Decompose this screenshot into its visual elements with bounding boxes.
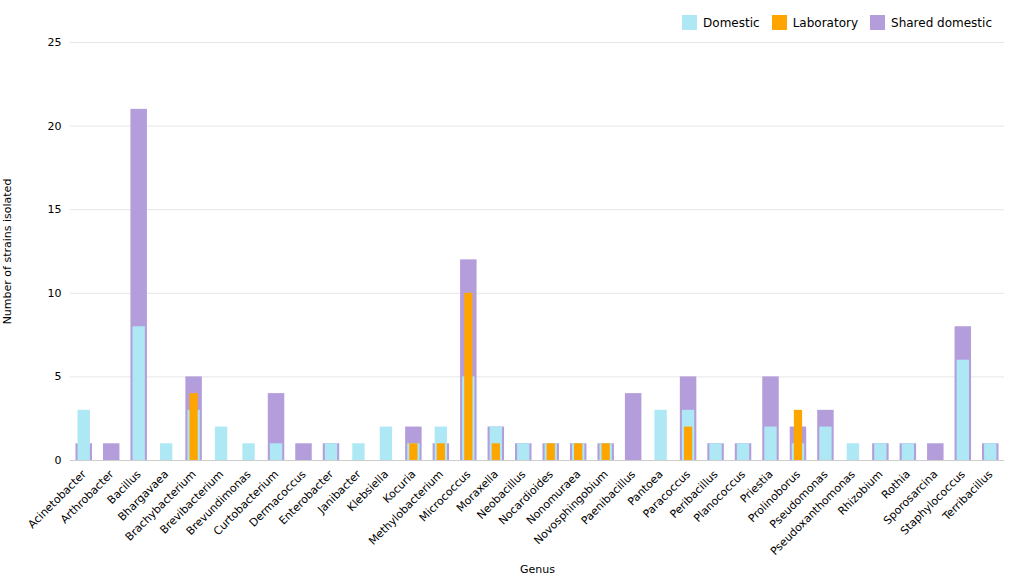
svg-text:Brevibacterium: Brevibacterium <box>157 467 227 537</box>
svg-text:Peribacillus: Peribacillus <box>667 467 721 521</box>
svg-text:Staphylococcus: Staphylococcus <box>898 467 968 538</box>
svg-text:Sporosarcina: Sporosarcina <box>880 467 941 528</box>
svg-text:10: 10 <box>48 287 62 300</box>
svg-text:Kocuria: Kocuria <box>380 467 419 506</box>
html-text:Domestic: Domestic <box>703 15 760 30</box>
svg-text:Novosphingobium: Novosphingobium <box>531 467 611 548</box>
svg-text:0: 0 <box>55 454 62 467</box>
svg-text:Arthrobacter: Arthrobacter <box>57 467 117 527</box>
svg-text:Genus: Genus <box>520 563 555 576</box>
svg-text:Rothia: Rothia <box>879 467 913 502</box>
svg-text:Micrococcus: Micrococcus <box>416 467 474 525</box>
svg-text:5: 5 <box>55 370 62 383</box>
svg-text:Nocardioides: Nocardioides <box>496 467 556 528</box>
svg-text:Acinetobacter: Acinetobacter <box>25 467 89 532</box>
svg-text:15: 15 <box>48 203 62 216</box>
svg-text:Priestia: Priestia <box>737 467 776 506</box>
svg-text:Klebsiella: Klebsiella <box>345 468 391 514</box>
svg-text:Brevundimonas: Brevundimonas <box>183 467 254 538</box>
svg-text:25: 25 <box>48 36 62 49</box>
svg-text:Terribacillus: Terribacillus <box>939 468 995 524</box>
svg-text:Pseudoxanthomonas: Pseudoxanthomonas <box>767 467 858 558</box>
svg-text:Dermacoccus: Dermacoccus <box>246 467 309 530</box>
html-text:Shared domestic: Shared domestic <box>891 15 992 30</box>
svg-text:Rhizobium: Rhizobium <box>835 468 885 518</box>
svg-text:Enterobacter: Enterobacter <box>276 467 337 528</box>
svg-text:Planococcus: Planococcus <box>691 467 749 525</box>
svg-text:Nonomuraea: Nonomuraea <box>523 467 584 528</box>
svg-text:Brachybacterium: Brachybacterium <box>122 467 199 544</box>
svg-text:Paenibacillus: Paenibacillus <box>578 467 639 528</box>
svg-text:Neobacillus: Neobacillus <box>474 467 529 522</box>
svg-text:Paracoccus: Paracoccus <box>640 467 694 521</box>
svg-text:Methylobacterium: Methylobacterium <box>366 467 446 548</box>
svg-text:20: 20 <box>48 120 62 133</box>
svg-text:Prolinoborus: Prolinoborus <box>745 467 804 526</box>
svg-text:Bhargavaea: Bhargavaea <box>115 467 172 524</box>
svg-text:Number of strains isolated: Number of strains isolated <box>1 179 14 325</box>
svg-text:Pseudomonas: Pseudomonas <box>767 467 831 531</box>
svg-text:Curtobacterium: Curtobacterium <box>210 467 282 538</box>
svg-text:Pantoea: Pantoea <box>625 467 666 509</box>
svg-text:Bacillus: Bacillus <box>104 467 144 507</box>
html-text:Laboratory: Laboratory <box>792 15 858 30</box>
svg-text:Moraxella: Moraxella <box>454 467 501 515</box>
svg-text:Janibacter: Janibacter <box>315 467 364 517</box>
